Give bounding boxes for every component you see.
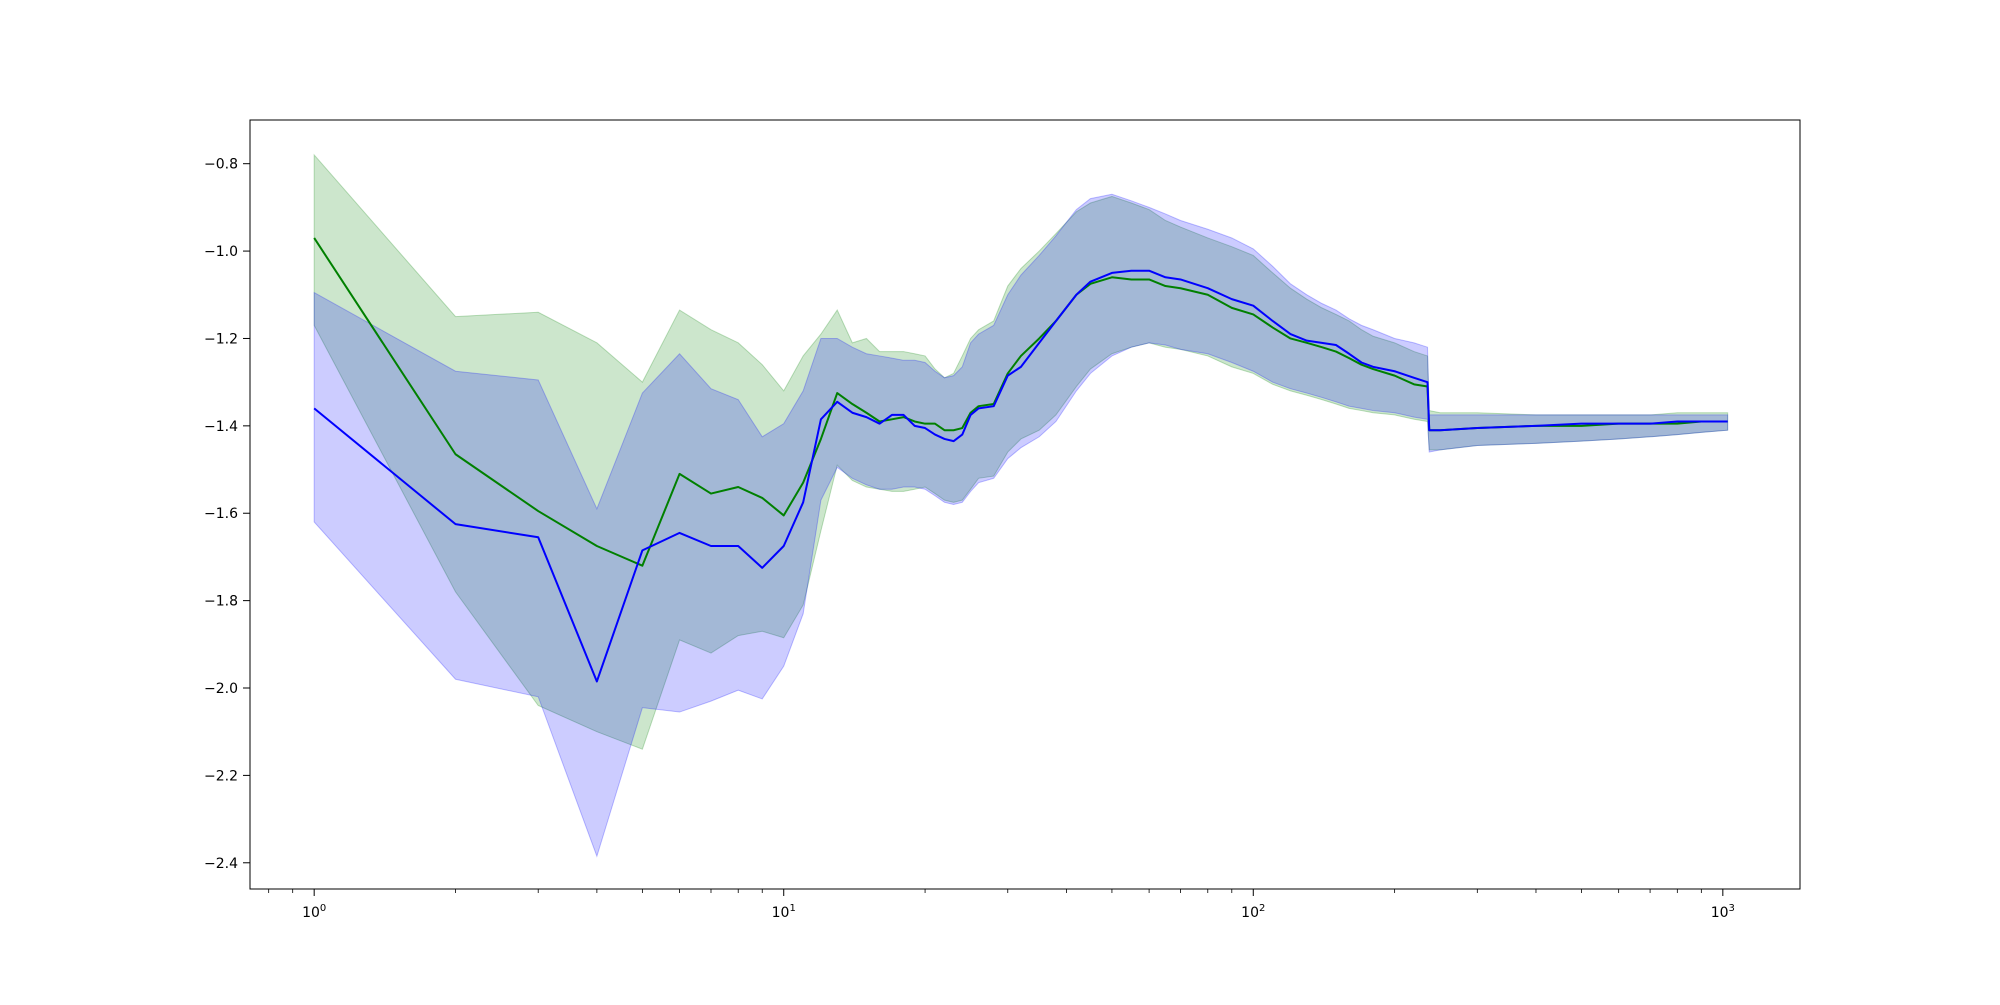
y-tick-label: −1.6 — [204, 506, 238, 522]
bands-layer — [313, 153, 1729, 858]
y-tick-label: −1.0 — [204, 244, 238, 260]
y-tick-label: −2.4 — [204, 856, 238, 872]
lines-layer — [313, 237, 1728, 683]
x-tick-label: 100 — [302, 903, 326, 921]
x-tick-label: 101 — [772, 903, 796, 921]
series-2-band — [313, 193, 1729, 858]
x-tick-label: 102 — [1241, 903, 1265, 921]
y-tick-label: −1.8 — [204, 594, 238, 610]
x-axis: 100 101 102 103 — [268, 889, 1735, 921]
y-tick-label: −1.4 — [204, 419, 238, 435]
x-tick-label: 103 — [1711, 903, 1735, 921]
y-tick-label: −2.2 — [204, 768, 238, 784]
y-axis: −0.8 −1.0 −1.2 −1.4 −1.6 −1.8 −2.0 −2.2 −2.4 — [204, 157, 250, 872]
series-2-line — [313, 269, 1728, 683]
y-tick-label: −2.0 — [204, 681, 238, 697]
y-tick-label: −0.8 — [204, 157, 238, 173]
series-1-band — [313, 153, 1729, 750]
y-tick-label: −1.2 — [204, 331, 238, 347]
plot-frame — [249, 119, 1801, 890]
